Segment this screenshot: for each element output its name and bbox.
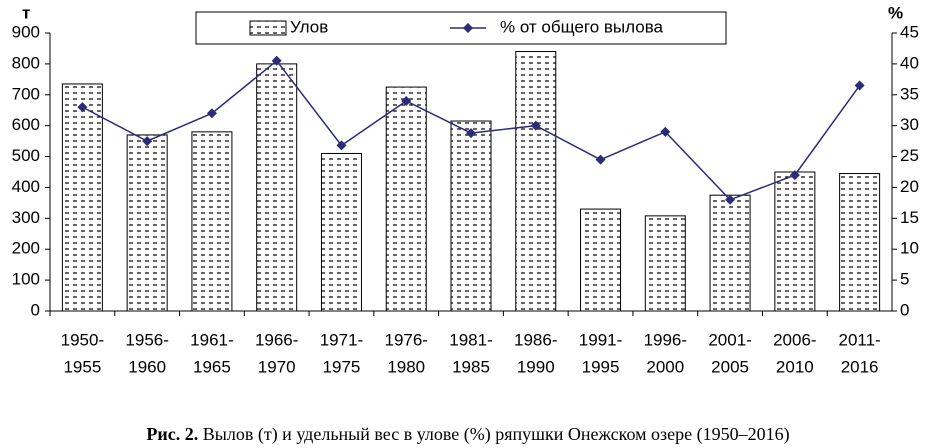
bar: [385, 86, 427, 312]
y-tick-label: 300: [12, 208, 40, 227]
x-tick-label: 1976-: [384, 330, 427, 349]
x-tick-label: 1985: [452, 357, 490, 376]
y2-tick-label: 35: [900, 84, 919, 103]
y-axis-label: т: [22, 3, 30, 22]
y2-tick-label: 45: [900, 22, 919, 41]
caption-label: Рис. 2.: [146, 424, 198, 444]
y2-tick-label: 5: [900, 270, 909, 289]
x-tick-label: 1965: [193, 357, 231, 376]
bar: [61, 83, 103, 312]
x-tick-label: 1986-: [514, 330, 557, 349]
x-tick-label: 2016: [841, 357, 879, 376]
marker: [466, 128, 476, 139]
y2-tick-label: 15: [900, 208, 919, 227]
x-tick-label: 1956-: [125, 330, 168, 349]
marker: [206, 108, 217, 119]
y-tick-label: 900: [12, 22, 40, 41]
marker: [595, 154, 606, 165]
x-tick-label: 1970: [258, 357, 296, 376]
marker: [401, 95, 412, 106]
caption: Рис. 2. Вылов (т) и удельный вес в улове…: [146, 424, 789, 445]
x-tick-label: 1966-: [255, 330, 298, 349]
caption-text: Вылов (т) и удельный вес в улове (%) ряп…: [203, 424, 790, 445]
y2-tick-label: 25: [900, 146, 919, 165]
bar: [126, 134, 168, 312]
marker: [530, 120, 541, 131]
y-tick-label: 800: [12, 53, 40, 72]
bar: [839, 173, 881, 312]
x-tick-label: 1955: [63, 357, 101, 376]
y2-tick-label: 30: [900, 115, 919, 134]
bar: [580, 208, 622, 312]
x-tick-label: 1981-: [449, 330, 492, 349]
x-tick-label: 1980: [387, 357, 425, 376]
legend-swatch: [249, 20, 287, 36]
marker: [142, 136, 153, 147]
y2-axis-label: %: [888, 3, 903, 22]
y2-tick-label: 0: [900, 300, 909, 319]
x-tick-label: 1971-: [320, 330, 363, 349]
x-tick-label: 1996-: [644, 330, 687, 349]
y2-tick-label: 40: [900, 53, 919, 72]
x-tick-label: 2010: [776, 357, 814, 376]
marker: [660, 126, 671, 137]
bar: [644, 215, 686, 312]
bar: [450, 120, 492, 312]
x-tick-label: 2001-: [708, 330, 751, 349]
x-tick-label: 1975: [323, 357, 361, 376]
bar: [515, 51, 557, 312]
x-tick-label: 1960: [128, 357, 166, 376]
y-tick-label: 500: [12, 146, 40, 165]
y2-tick-label: 10: [900, 239, 919, 258]
y-tick-label: 200: [12, 239, 40, 258]
x-tick-label: 2011-: [839, 330, 881, 349]
marker: [336, 140, 347, 151]
x-tick-label: 2000: [646, 357, 684, 376]
legend-marker: [463, 23, 473, 33]
bar: [774, 171, 816, 312]
x-tick-label: 1950-: [61, 330, 104, 349]
y-tick-label: 700: [12, 84, 40, 103]
x-tick-label: 2006-: [773, 330, 816, 349]
y-tick-label: 600: [12, 115, 40, 134]
bar: [191, 131, 233, 312]
marker: [271, 55, 282, 66]
y-tick-label: 0: [31, 300, 40, 319]
y2-tick-label: 20: [900, 177, 919, 196]
x-tick-label: 1991-: [579, 330, 622, 349]
y-tick-label: 400: [12, 177, 40, 196]
x-tick-label: 2005: [711, 357, 749, 376]
marker: [725, 194, 736, 205]
x-tick-label: 1995: [582, 357, 620, 376]
x-tick-label: 1990: [517, 357, 555, 376]
bar: [256, 63, 298, 312]
legend-label: Улов: [290, 17, 328, 36]
marker: [789, 170, 800, 181]
y-tick-label: 100: [12, 270, 40, 289]
marker: [854, 80, 865, 91]
bar: [709, 194, 751, 312]
legend-label: % от общего вылова: [500, 17, 664, 36]
marker: [77, 102, 88, 113]
bar: [320, 152, 362, 312]
x-tick-label: 1961-: [190, 330, 233, 349]
